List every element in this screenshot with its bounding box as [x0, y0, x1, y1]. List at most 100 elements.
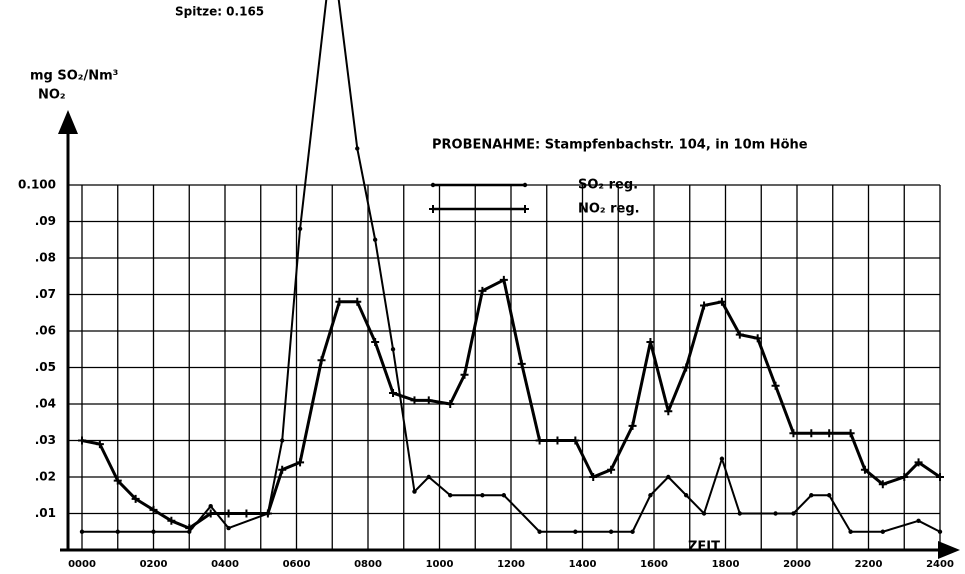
x-tick-label: 2000 — [783, 559, 811, 570]
chart-title: PROBENAHME: Stampfenbachstr. 104, in 10m… — [432, 138, 808, 153]
y-axis-label: mg SO₂/Nm³ — [30, 69, 118, 84]
marker — [791, 511, 796, 516]
marker — [517, 359, 526, 368]
marker — [280, 438, 285, 443]
marker — [317, 356, 326, 365]
marker — [773, 511, 778, 516]
marker — [737, 511, 742, 516]
marker — [208, 504, 213, 509]
x-tick-label: 1400 — [569, 559, 597, 570]
y-tick-label: .05 — [35, 360, 56, 374]
marker — [937, 529, 943, 534]
marker — [666, 474, 671, 480]
legend-label: SO₂ reg. — [578, 178, 638, 193]
marker — [522, 182, 528, 188]
marker — [131, 494, 140, 503]
marker — [880, 529, 885, 534]
x-axis-arrow — [938, 541, 960, 559]
marker — [78, 436, 86, 445]
marker — [355, 146, 360, 151]
marker — [553, 436, 562, 445]
marker — [224, 509, 233, 518]
marker — [648, 493, 653, 498]
marker — [537, 529, 542, 534]
marker — [535, 436, 544, 445]
y-tick-label: .01 — [35, 506, 56, 520]
marker — [263, 509, 272, 518]
y-tick-label: .08 — [35, 251, 56, 265]
x-tick-label: 0000 — [68, 559, 96, 570]
y-tick-label: 0.100 — [18, 178, 56, 192]
marker — [646, 337, 655, 346]
marker — [846, 429, 855, 438]
marker — [628, 421, 637, 430]
legend-label: NO₂ reg. — [578, 202, 640, 217]
marker — [149, 505, 158, 514]
y-tick-label: .09 — [35, 214, 56, 228]
marker — [630, 529, 635, 534]
x-tick-label: 0600 — [283, 559, 311, 570]
y-tick-label: .04 — [35, 397, 56, 411]
marker — [79, 529, 85, 534]
x-tick-label: 1800 — [712, 559, 740, 570]
marker — [735, 330, 744, 339]
x-tick-label: 1200 — [497, 559, 525, 570]
marker — [95, 440, 104, 449]
marker — [826, 493, 832, 498]
annotation: Spitze: 0.165 — [175, 5, 264, 19]
marker — [589, 473, 598, 481]
marker — [936, 473, 944, 481]
marker — [113, 476, 122, 485]
marker — [608, 529, 614, 534]
marker — [424, 396, 433, 405]
marker — [900, 473, 909, 481]
marker — [412, 489, 417, 494]
x-tick-label: 2400 — [926, 559, 954, 570]
marker — [167, 516, 176, 525]
marker — [499, 275, 508, 284]
marker — [429, 205, 437, 213]
marker — [848, 529, 853, 534]
x-tick-label: 1600 — [640, 559, 668, 570]
marker — [701, 511, 707, 516]
x-axis-label: ZEIT — [688, 540, 720, 555]
marker — [807, 429, 816, 438]
marker — [390, 347, 396, 352]
y-axis-label-2: NO₂ — [38, 88, 66, 103]
marker — [297, 226, 303, 231]
marker — [700, 301, 709, 310]
marker — [478, 286, 487, 295]
marker — [460, 370, 469, 379]
marker — [446, 400, 455, 408]
marker — [372, 237, 378, 242]
x-tick-label: 2200 — [855, 559, 883, 570]
marker — [916, 518, 921, 523]
marker — [501, 493, 507, 498]
marker — [389, 389, 398, 398]
marker — [226, 525, 231, 531]
marker — [410, 396, 419, 405]
y-tick-label: .02 — [35, 470, 56, 484]
marker — [448, 493, 453, 498]
x-tick-label: 1000 — [426, 559, 454, 570]
marker — [771, 381, 780, 390]
marker — [683, 493, 689, 498]
marker — [664, 407, 673, 416]
marker — [914, 458, 923, 467]
marker — [753, 334, 762, 343]
y-axis-arrow — [58, 110, 78, 134]
marker — [335, 297, 344, 306]
series-line — [82, 0, 941, 533]
marker — [717, 297, 726, 306]
marker — [521, 205, 529, 213]
marker — [682, 363, 691, 372]
y-tick-label: .07 — [35, 287, 56, 301]
marker — [809, 493, 814, 498]
marker — [878, 480, 887, 489]
x-tick-label: 0800 — [354, 559, 382, 570]
marker — [371, 337, 380, 346]
marker — [789, 429, 798, 438]
marker — [825, 429, 834, 438]
marker — [607, 465, 616, 474]
